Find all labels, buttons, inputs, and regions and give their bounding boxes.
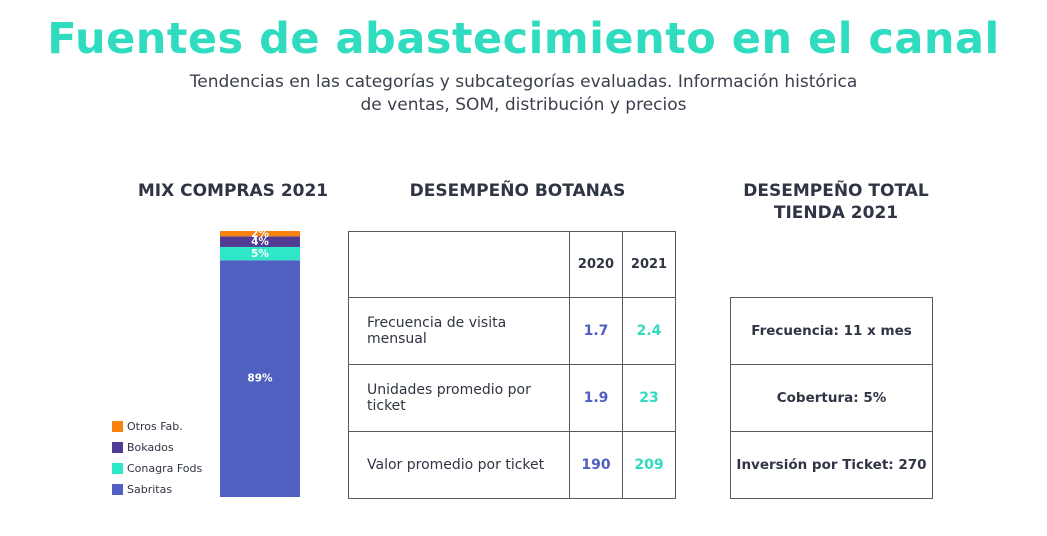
- value-2021: 2.4: [622, 297, 676, 365]
- legend-swatch: [112, 463, 123, 474]
- botanas-section-heading: DESEMPEÑO BOTANAS: [409, 181, 626, 201]
- bar-segment-conagra-fods: [220, 246, 300, 261]
- table-header-row: 2020 2021: [348, 231, 676, 298]
- table-row: Inversión por Ticket: 270: [730, 431, 933, 499]
- bar-data-label: 5%: [251, 248, 269, 260]
- value-2020: 1.7: [569, 297, 623, 365]
- bar-segment-sabritas: [220, 260, 300, 497]
- botanas-table: 2020 2021 Frecuencia de visita mensual 1…: [348, 231, 676, 499]
- tienda-metric: Cobertura: 5%: [730, 364, 933, 432]
- bar-segment-otros-fab-: [220, 231, 300, 237]
- legend-swatch: [112, 442, 123, 453]
- tienda-table: Frecuencia: 11 x mes Cobertura: 5% Inver…: [730, 297, 933, 499]
- value-2021: 23: [622, 364, 676, 432]
- legend-label: Conagra Fods: [127, 462, 203, 475]
- row-label: Valor promedio por ticket: [348, 431, 570, 499]
- page-title: Fuentes de abastecimiento en el canal: [47, 14, 1000, 64]
- legend-item: Otros Fab.: [112, 416, 202, 437]
- chart-legend: Otros Fab. Bokados Conagra Fods Sabritas: [112, 416, 202, 500]
- year-header-2020: 2020: [569, 231, 623, 298]
- bar-data-label: 89%: [247, 373, 273, 385]
- mix-section-heading: MIX COMPRAS 2021: [137, 181, 329, 201]
- table-row: Cobertura: 5%: [730, 364, 933, 432]
- tienda-heading-line-2: TIENDA 2021: [773, 203, 899, 223]
- tienda-metric: Inversión por Ticket: 270: [730, 431, 933, 499]
- value-2020: 190: [569, 431, 623, 499]
- table-row: Valor promedio por ticket 190 209: [348, 431, 676, 499]
- table-row: Unidades promedio por ticket 1.9 23: [348, 364, 676, 432]
- subtitle-line-2: de ventas, SOM, distribución y precios: [360, 95, 687, 115]
- tienda-section-heading: DESEMPEÑO TOTAL TIENDA 2021: [700, 180, 972, 224]
- row-label: Frecuencia de visita mensual: [348, 297, 570, 365]
- table-corner-cell: [348, 231, 570, 298]
- table-row: Frecuencia: 11 x mes: [730, 297, 933, 365]
- tienda-heading-line-1: DESEMPEÑO TOTAL: [743, 181, 929, 201]
- bar-data-label: 2%: [251, 228, 269, 240]
- legend-swatch: [112, 421, 123, 432]
- legend-label: Otros Fab.: [127, 420, 183, 433]
- legend-swatch: [112, 484, 123, 495]
- page-subtitle: Tendencias en las categorías y subcatego…: [160, 71, 887, 117]
- legend-item: Conagra Fods: [112, 458, 202, 479]
- legend-label: Bokados: [127, 441, 174, 454]
- bar-segment-bokados: [220, 236, 300, 247]
- value-2020: 1.9: [569, 364, 623, 432]
- bar-data-label: 4%: [251, 236, 269, 248]
- legend-label: Sabritas: [127, 483, 173, 496]
- table-row: Frecuencia de visita mensual 1.7 2.4: [348, 297, 676, 365]
- value-2021: 209: [622, 431, 676, 499]
- year-header-2021: 2021: [622, 231, 676, 298]
- subtitle-line-1: Tendencias en las categorías y subcatego…: [189, 72, 858, 92]
- legend-item: Sabritas: [112, 479, 202, 500]
- tienda-metric: Frecuencia: 11 x mes: [730, 297, 933, 365]
- row-label: Unidades promedio por ticket: [348, 364, 570, 432]
- legend-item: Bokados: [112, 437, 202, 458]
